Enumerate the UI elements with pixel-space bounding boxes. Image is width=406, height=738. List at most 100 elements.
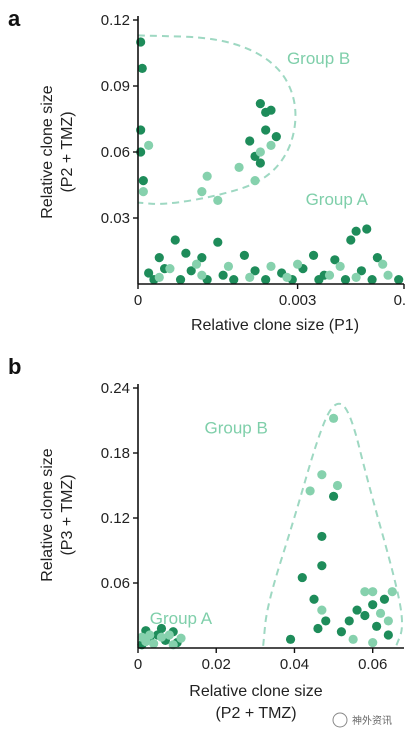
data-point-light — [149, 639, 159, 649]
data-point-light — [293, 259, 303, 269]
y-axis-label: Relative clone size (P2 + TMZ) — [39, 85, 76, 219]
data-point-dark — [285, 634, 296, 644]
data-point-light — [335, 261, 345, 271]
x-tick-label: 0.0 — [394, 292, 406, 309]
data-point-dark — [213, 237, 223, 247]
data-point-dark — [266, 105, 276, 115]
group-label: Group A — [150, 609, 213, 628]
data-point-light — [375, 608, 386, 618]
data-point-light — [328, 413, 339, 423]
y-axis-label: Relative clone size (P3 + TMZ) — [39, 448, 76, 582]
panel-b-plot: 0.06 0.12 0.18 0.24 0 0.02 0.04 0.06 Relative cl… — [39, 380, 404, 722]
x-tick-label: 0.003 — [279, 292, 317, 309]
y-tick-label: 0.03 — [101, 210, 130, 227]
group-b-boundary — [262, 402, 404, 647]
y-tick-label: 0.09 — [101, 78, 130, 95]
data-point-dark — [317, 561, 327, 571]
data-point-light — [324, 270, 335, 280]
data-point-light — [164, 630, 174, 640]
data-point-dark — [340, 275, 351, 285]
data-point-dark — [181, 248, 191, 258]
y-axis-label-line: (P2 + TMZ) — [59, 111, 76, 192]
data-point-dark — [383, 630, 393, 640]
y-tick-label: 0.12 — [101, 12, 130, 29]
data-point-dark — [170, 235, 180, 245]
data-point-light — [383, 616, 393, 626]
data-point-dark — [297, 572, 307, 583]
y-tick-label: 0.06 — [101, 144, 130, 161]
data-point-dark — [144, 268, 154, 278]
panel-a-letter: a — [8, 6, 21, 31]
group-label: Group B — [287, 49, 350, 68]
data-point-light — [191, 259, 202, 269]
data-point-dark — [317, 531, 327, 542]
data-point-dark — [372, 621, 382, 631]
data-point-dark — [344, 616, 354, 626]
data-point-light — [154, 272, 164, 282]
data-point-light — [176, 633, 186, 643]
data-point-light — [332, 480, 343, 491]
data-point-dark — [368, 600, 378, 610]
x-axis-label: Relative clone size (P2 + TMZ) — [189, 683, 323, 722]
data-point-dark — [175, 275, 186, 285]
data-point-light — [234, 162, 244, 172]
y-tick-label: 0.24 — [101, 380, 130, 397]
y-tick-label: 0.18 — [101, 445, 130, 462]
data-point-dark — [362, 224, 372, 234]
data-point-light — [255, 147, 265, 157]
data-point-light — [305, 486, 315, 496]
data-point-dark — [394, 275, 404, 285]
data-point-dark — [245, 136, 255, 146]
data-point-dark — [346, 235, 356, 245]
group-label: Group B — [205, 419, 268, 438]
data-point-dark — [367, 275, 377, 285]
data-point-dark — [138, 176, 148, 186]
x-axis-label-line: (P2 + TMZ) — [215, 705, 296, 722]
panel-b-letter: b — [8, 354, 21, 379]
data-point-light — [245, 272, 255, 282]
x-tick-label: 0.02 — [202, 656, 231, 673]
data-point-dark — [137, 63, 147, 73]
watermark-text: 神外资讯 — [352, 714, 392, 727]
x-tick-label: 0 — [134, 656, 142, 673]
data-point-dark — [271, 132, 281, 142]
watermark-icon — [332, 712, 348, 728]
data-point-dark — [309, 594, 319, 604]
data-point-dark — [351, 226, 361, 236]
data-point-light — [138, 187, 148, 197]
x-tick-label: 0.04 — [280, 656, 309, 673]
y-axis-label-line: Relative clone size — [39, 85, 56, 219]
data-point-light — [360, 587, 370, 597]
y-axis-label-line: Relative clone size — [39, 448, 56, 582]
y-tick-label: 0.12 — [101, 510, 130, 527]
data-point-dark — [250, 266, 260, 276]
data-point-dark — [255, 99, 265, 109]
y-tick-label: 0.06 — [101, 575, 130, 592]
data-point-light — [144, 140, 154, 150]
data-point-light — [368, 637, 378, 648]
x-tick-label: 0 — [134, 292, 142, 309]
data-point-light — [351, 272, 361, 282]
data-point-light — [368, 587, 378, 597]
data-point-dark — [379, 594, 390, 604]
data-point-dark — [352, 605, 362, 615]
data-point-dark — [255, 158, 265, 168]
data-point-light — [137, 632, 147, 642]
data-point-dark — [261, 125, 271, 135]
data-point-dark — [336, 627, 347, 637]
data-point-light — [145, 630, 155, 640]
data-point-light — [156, 632, 167, 642]
data-point-dark — [328, 491, 339, 501]
data-point-dark — [261, 275, 271, 285]
data-point-dark — [229, 275, 239, 285]
data-point-light — [202, 171, 212, 181]
data-point-dark — [314, 275, 324, 285]
data-point-light — [197, 270, 207, 280]
data-point-light — [348, 634, 358, 644]
data-point-light — [250, 176, 260, 186]
data-point-light — [378, 259, 388, 269]
panel-a-plot: 0.03 0.06 0.09 0.12 0 0.003 0.0 Relative clone … — [39, 12, 406, 334]
x-axis-label-line: Relative clone size (P1) — [191, 317, 359, 334]
x-axis-label: Relative clone size (P1) — [191, 317, 359, 334]
